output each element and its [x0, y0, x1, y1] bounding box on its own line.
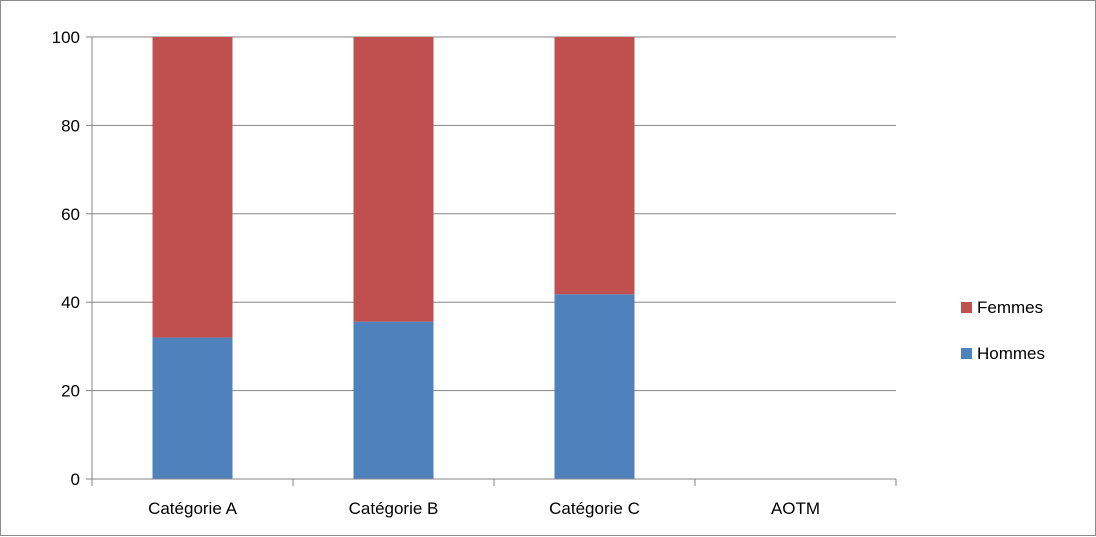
bar-femmes-0 — [152, 37, 233, 338]
bar-hommes-0 — [152, 337, 233, 479]
bar-femmes-2 — [554, 37, 635, 295]
x-tick-label: AOTM — [771, 499, 820, 518]
y-tick-label: 40 — [61, 293, 80, 312]
y-tick-label: 0 — [71, 470, 80, 489]
legend: Femmes Hommes — [961, 298, 1045, 363]
legend-swatch-femmes — [961, 302, 972, 313]
y-tick-label: 100 — [52, 28, 80, 47]
y-tick-label: 80 — [61, 116, 80, 135]
legend-swatch-hommes — [961, 348, 972, 359]
y-tick-label: 60 — [61, 205, 80, 224]
legend-label-femmes: Femmes — [977, 298, 1043, 317]
x-tick-label: Catégorie A — [148, 499, 237, 518]
x-tick-label: Catégorie C — [549, 499, 640, 518]
bar-hommes-1 — [353, 321, 434, 479]
bars — [152, 37, 635, 479]
legend-label-hommes: Hommes — [977, 344, 1045, 363]
axes: 0 20 40 60 80 100 Catégorie A Catégorie B Catégo… — [52, 28, 897, 518]
bar-hommes-2 — [554, 294, 635, 479]
bar-femmes-1 — [353, 37, 434, 322]
x-tick-label: Catégorie B — [349, 499, 439, 518]
y-tick-label: 20 — [61, 382, 80, 401]
